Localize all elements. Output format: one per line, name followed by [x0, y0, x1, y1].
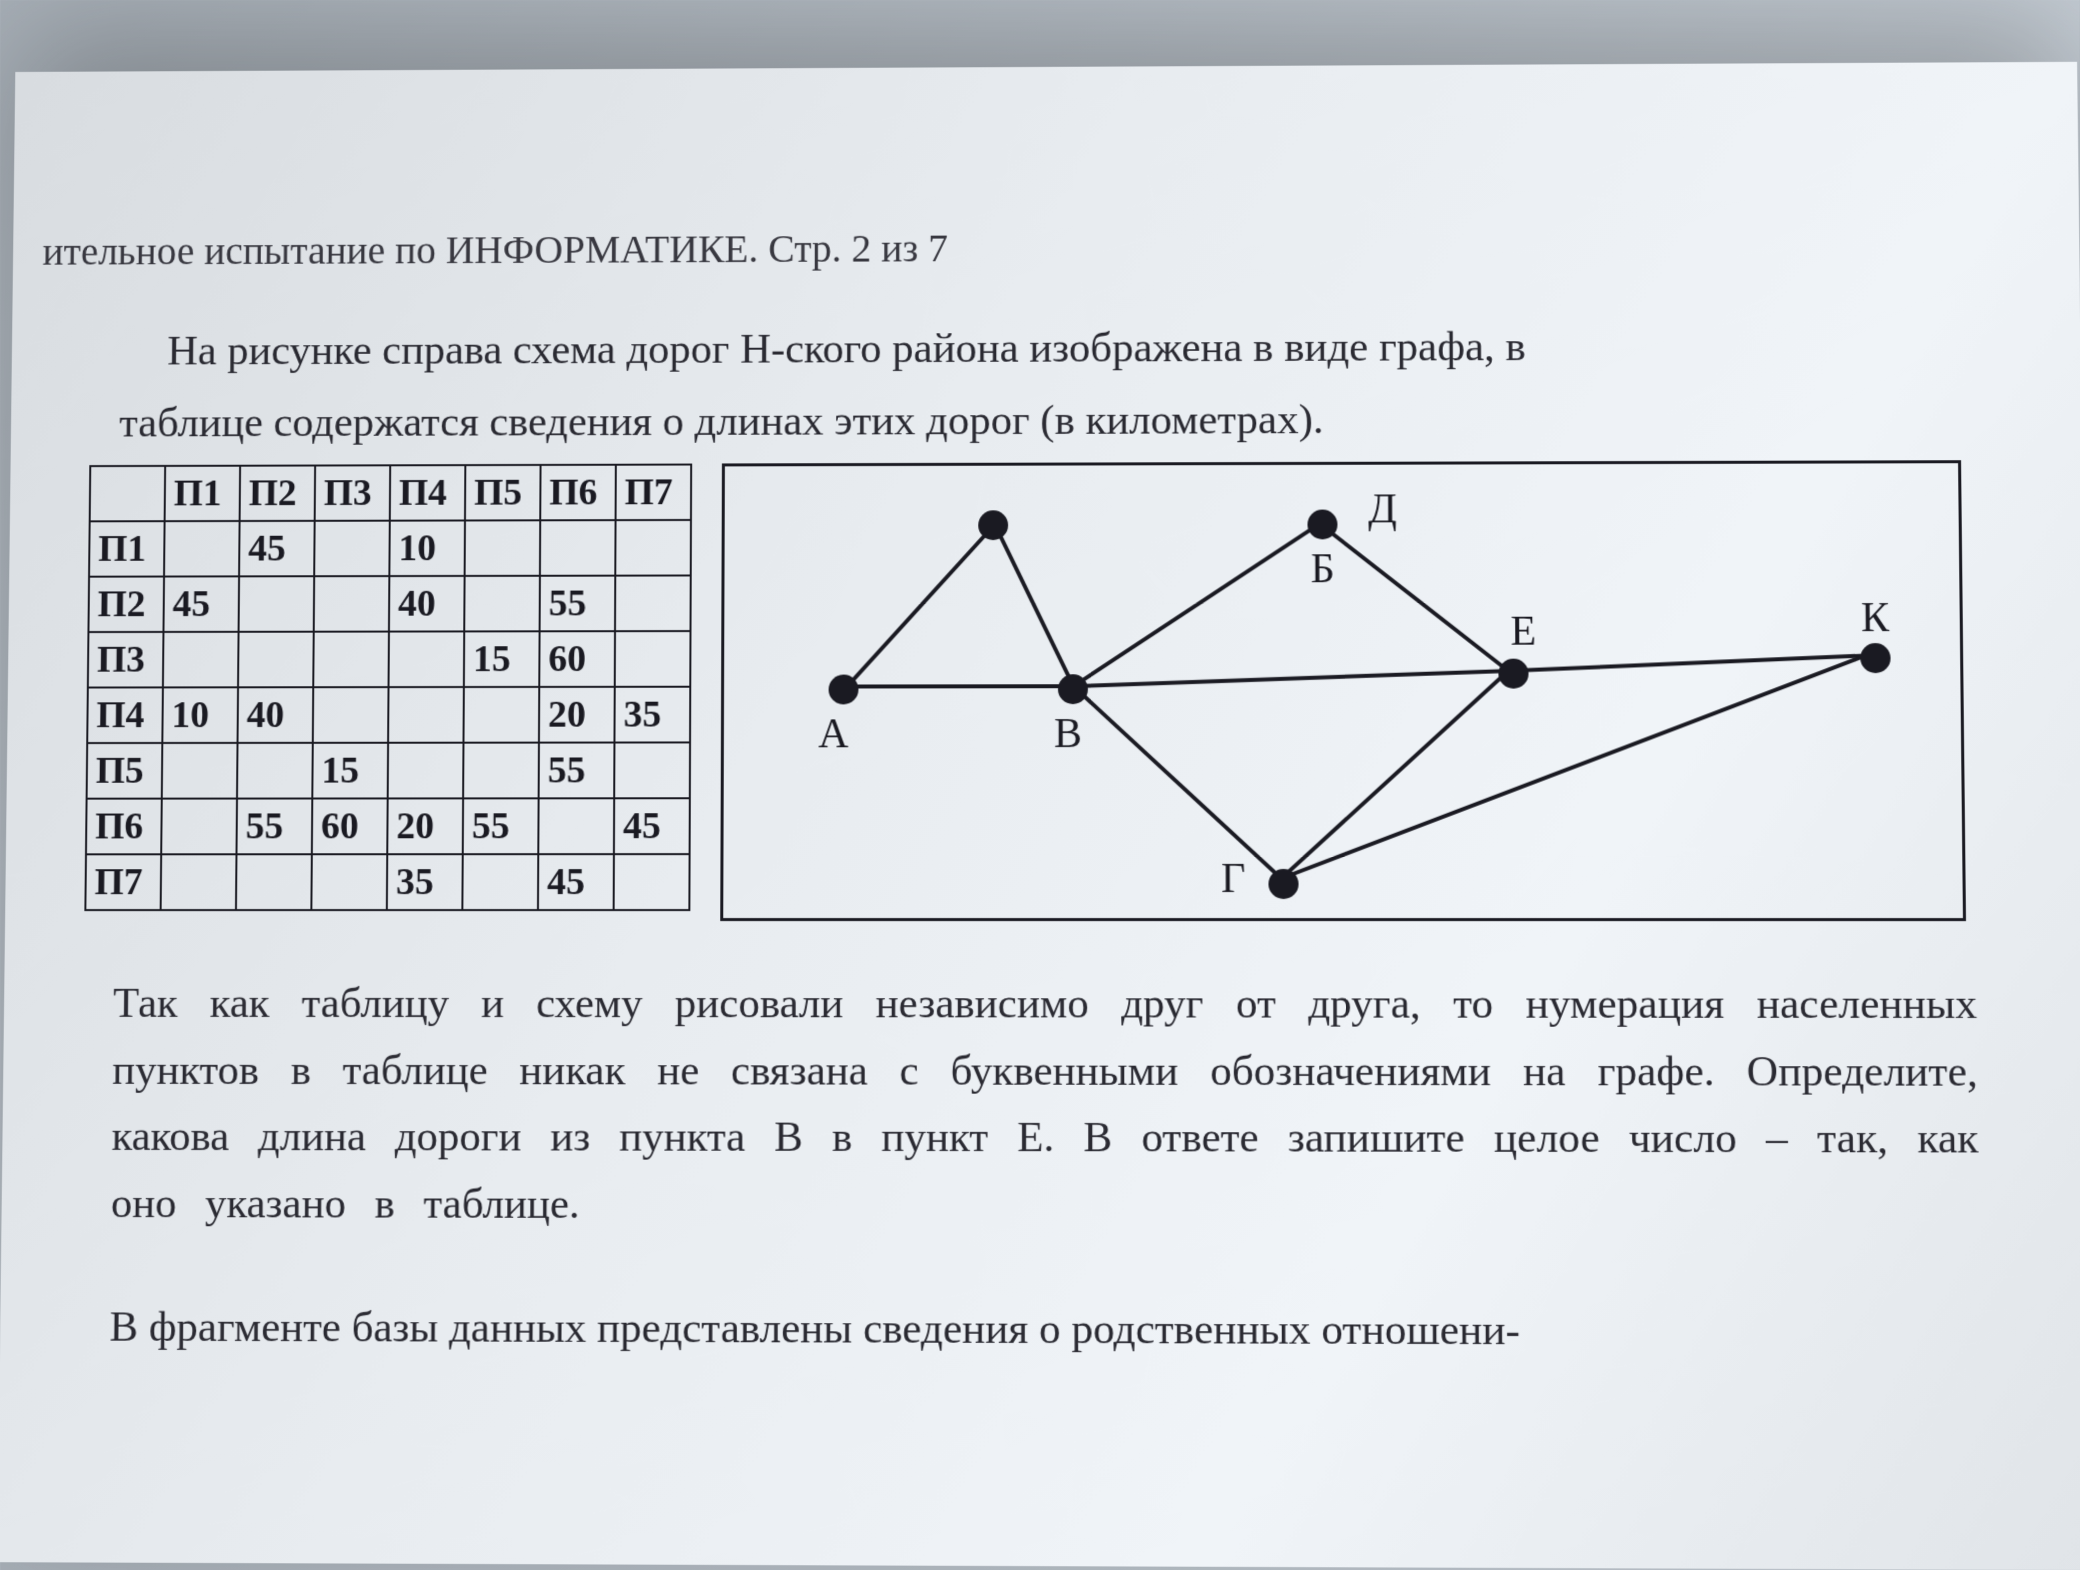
problem-text-line2: таблице содержатся сведения о длинах эти…: [11, 387, 2001, 453]
graph-node-Btop: [1307, 510, 1337, 540]
graph-edge: [1281, 656, 1868, 879]
graph-node-B: [1058, 674, 1088, 704]
graph-edge: [995, 524, 1074, 686]
problem-text-line1: На рисунке справа схема дорог Н-ского ра…: [12, 315, 2001, 382]
explanation-paragraph-1: Так как таблицу и схему рисовали независ…: [1, 971, 2010, 1241]
th-p4: П4: [390, 465, 466, 521]
graph-label-A: А: [818, 710, 848, 758]
table-row: П6 55 60 20 55 45: [86, 798, 690, 854]
th-p3: П3: [315, 465, 391, 521]
th-p6: П6: [540, 465, 616, 521]
graph-edges-svg: [723, 463, 1963, 918]
graph-label-Btop: Б: [1310, 545, 1334, 593]
graph-node-G: [1268, 869, 1298, 899]
graph-edge: [847, 525, 995, 687]
table-row: П3 15 60: [88, 631, 691, 687]
graph-edge: [1073, 524, 1320, 687]
graph-node-E: [1498, 659, 1528, 689]
graph-diagram: А В БД Е К Г: [720, 460, 1966, 921]
graph-label-E: Е: [1510, 608, 1536, 656]
th-p2: П2: [240, 466, 316, 521]
table-row: П5 15 55: [87, 743, 690, 799]
th-p7: П7: [616, 465, 692, 521]
graph-edge: [1281, 671, 1510, 879]
graph-label-G: Г: [1221, 855, 1245, 903]
roads-table: П1 П2 П3 П4 П5 П6 П7 П1 45 10: [84, 464, 692, 912]
graph-node-topleft: [978, 510, 1008, 540]
graph-node-K: [1860, 643, 1891, 673]
table-row: П7 35 45: [85, 854, 689, 910]
graph-edge: [1073, 671, 1508, 686]
table-row: П2 45 40 55: [88, 576, 690, 633]
graph-label-D: Д: [1368, 486, 1397, 534]
page-header: ительное испытание по ИНФОРМАТИКЕ. Стр. …: [13, 221, 1999, 275]
table-header-row: П1 П2 П3 П4 П5 П6 П7: [90, 465, 692, 522]
graph-edge: [1320, 523, 1508, 671]
th-p1: П1: [165, 466, 241, 521]
graph-label-K: К: [1861, 594, 1890, 642]
graph-edge: [1508, 656, 1865, 671]
th-blank: [90, 466, 165, 521]
graph-edge: [1073, 686, 1281, 879]
explanation-paragraph-2: В фрагменте базы данных представлены све…: [0, 1294, 2011, 1366]
table-row: П1 45 10: [89, 520, 691, 577]
graph-label-B: В: [1054, 710, 1082, 758]
th-p5: П5: [465, 465, 541, 521]
table-row: П4 10 40 20 35: [87, 687, 690, 743]
table-graph-container: П1 П2 П3 П4 П5 П6 П7 П1 45 10: [5, 460, 2006, 921]
graph-node-A: [829, 675, 859, 705]
